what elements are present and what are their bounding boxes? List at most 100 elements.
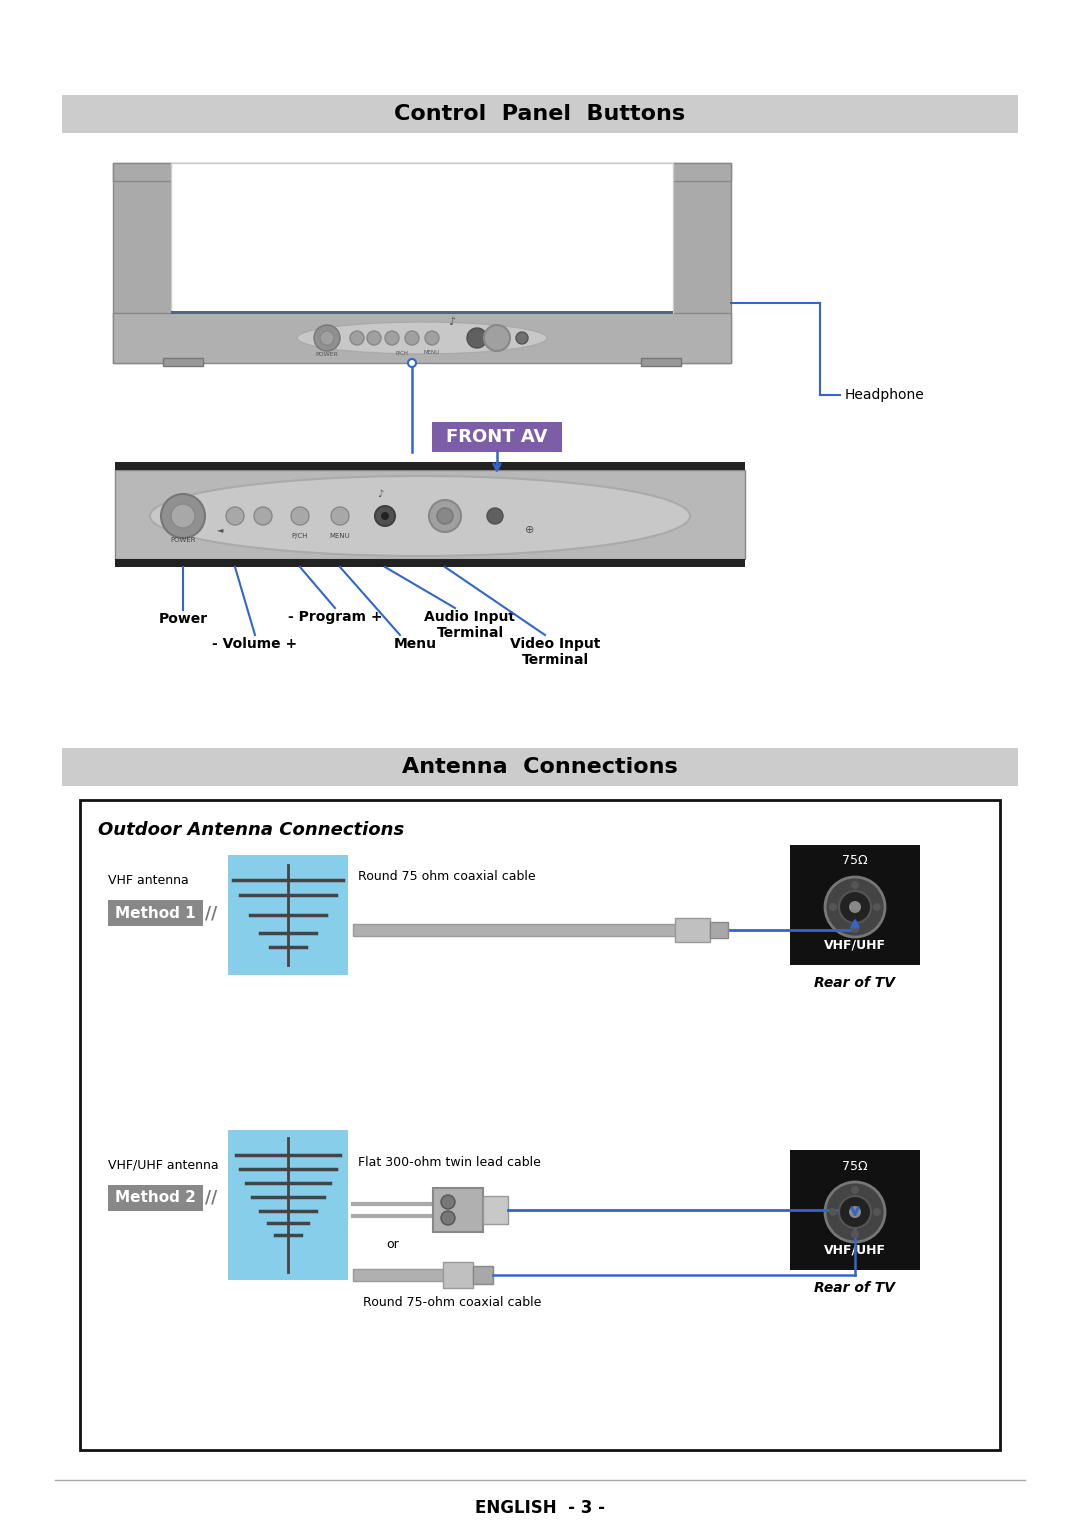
Text: VHF/UHF: VHF/UHF xyxy=(824,938,886,952)
Text: //: // xyxy=(205,903,217,922)
Text: - Volume +: - Volume + xyxy=(213,636,298,652)
Bar xyxy=(710,922,728,938)
Circle shape xyxy=(484,325,510,351)
Text: Antenna  Connections: Antenna Connections xyxy=(402,757,678,777)
Ellipse shape xyxy=(150,476,690,555)
Circle shape xyxy=(849,900,861,913)
Text: Round 75-ohm coaxial cable: Round 75-ohm coaxial cable xyxy=(363,1297,541,1309)
Text: Rear of TV: Rear of TV xyxy=(814,1280,895,1296)
Text: Method 2: Method 2 xyxy=(114,1190,195,1206)
Text: ⊕: ⊕ xyxy=(525,525,535,536)
Text: Outdoor Antenna Connections: Outdoor Antenna Connections xyxy=(98,821,404,839)
Text: ♪: ♪ xyxy=(448,317,456,327)
Bar xyxy=(432,423,562,452)
Text: P/CH: P/CH xyxy=(395,351,408,356)
Circle shape xyxy=(426,331,438,345)
Circle shape xyxy=(375,507,395,526)
Text: 75Ω: 75Ω xyxy=(842,1160,868,1172)
Bar xyxy=(113,163,731,182)
Text: 75Ω: 75Ω xyxy=(842,855,868,867)
Bar xyxy=(163,359,203,366)
Circle shape xyxy=(487,508,503,523)
Bar xyxy=(114,462,745,470)
Text: POWER: POWER xyxy=(315,351,338,357)
Text: POWER: POWER xyxy=(171,537,195,543)
Text: MENU: MENU xyxy=(329,533,350,539)
Bar xyxy=(80,800,1000,1450)
Circle shape xyxy=(171,504,195,528)
Circle shape xyxy=(825,1183,885,1242)
Text: Video Input
Terminal: Video Input Terminal xyxy=(510,636,600,667)
Bar xyxy=(789,1151,920,1270)
Circle shape xyxy=(441,1212,455,1225)
Circle shape xyxy=(367,331,381,345)
Bar xyxy=(228,855,348,975)
Bar xyxy=(62,748,1018,786)
Text: FRONT AV: FRONT AV xyxy=(446,427,548,446)
Circle shape xyxy=(825,877,885,937)
Circle shape xyxy=(429,501,461,533)
Text: VHF/UHF: VHF/UHF xyxy=(824,1244,886,1256)
Ellipse shape xyxy=(297,322,546,354)
Text: Method 1: Method 1 xyxy=(114,905,195,920)
Bar xyxy=(114,470,745,559)
Circle shape xyxy=(467,328,487,348)
Bar xyxy=(789,845,920,964)
Bar xyxy=(433,1189,483,1231)
Bar xyxy=(171,163,673,313)
Bar xyxy=(353,1270,443,1280)
Circle shape xyxy=(849,1206,861,1218)
Text: - Program +: - Program + xyxy=(287,610,382,624)
Circle shape xyxy=(384,331,399,345)
Text: Control  Panel  Buttons: Control Panel Buttons xyxy=(394,104,686,124)
Circle shape xyxy=(330,507,349,525)
Bar xyxy=(443,1262,473,1288)
Bar xyxy=(228,1129,348,1280)
Circle shape xyxy=(873,903,881,911)
Bar xyxy=(108,900,203,926)
Text: Audio Input
Terminal: Audio Input Terminal xyxy=(424,610,515,641)
Circle shape xyxy=(226,507,244,525)
Text: ENGLISH  - 3 -: ENGLISH - 3 - xyxy=(475,1499,605,1517)
Text: or: or xyxy=(387,1239,400,1251)
Bar xyxy=(483,1196,508,1224)
Circle shape xyxy=(851,1186,859,1193)
Circle shape xyxy=(381,513,389,520)
Circle shape xyxy=(441,1195,455,1209)
Bar xyxy=(673,163,731,363)
Bar xyxy=(113,313,731,363)
Text: VHF/UHF antenna: VHF/UHF antenna xyxy=(108,1158,218,1172)
Text: //: // xyxy=(205,1189,217,1207)
Circle shape xyxy=(408,359,416,366)
Bar xyxy=(62,95,1018,133)
Circle shape xyxy=(516,333,528,343)
Text: ◄: ◄ xyxy=(217,525,224,534)
Bar xyxy=(114,559,745,568)
Circle shape xyxy=(873,1209,881,1216)
Bar xyxy=(171,311,673,314)
Circle shape xyxy=(254,507,272,525)
Text: MENU: MENU xyxy=(424,351,440,356)
Text: P/CH: P/CH xyxy=(292,533,308,539)
Circle shape xyxy=(829,1209,837,1216)
Bar xyxy=(108,1186,203,1212)
Text: Flat 300-ohm twin lead cable: Flat 300-ohm twin lead cable xyxy=(357,1155,541,1169)
Circle shape xyxy=(291,507,309,525)
Bar xyxy=(353,925,675,935)
Text: Menu: Menu xyxy=(393,636,436,652)
Text: VHF antenna: VHF antenna xyxy=(108,873,189,887)
Text: Rear of TV: Rear of TV xyxy=(814,977,895,990)
Text: Headphone: Headphone xyxy=(845,388,924,401)
Bar xyxy=(675,919,710,942)
Circle shape xyxy=(350,331,364,345)
Circle shape xyxy=(405,331,419,345)
Circle shape xyxy=(851,1230,859,1238)
Circle shape xyxy=(829,903,837,911)
Circle shape xyxy=(839,1196,870,1228)
Circle shape xyxy=(161,494,205,539)
Bar xyxy=(642,359,681,366)
Circle shape xyxy=(314,325,340,351)
Circle shape xyxy=(437,508,453,523)
Circle shape xyxy=(320,331,334,345)
Text: ♪: ♪ xyxy=(377,488,383,499)
